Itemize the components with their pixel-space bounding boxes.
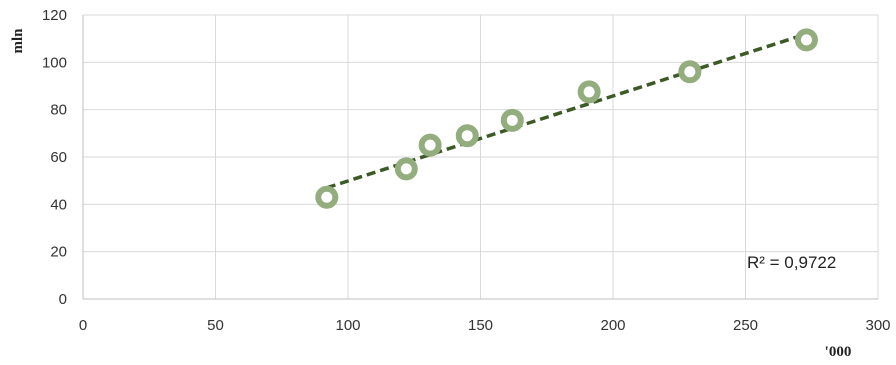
data-point: [394, 157, 418, 181]
r-squared-label: R² = 0,9722: [747, 253, 836, 272]
data-point: [418, 133, 442, 157]
x-tick-label: 50: [207, 317, 224, 334]
x-tick-label: 300: [865, 317, 890, 334]
x-tick-label: 0: [79, 317, 87, 334]
data-point: [455, 124, 479, 148]
y-tick-labels: 0 20 40 60 80 100 120: [42, 7, 67, 308]
data-points: [315, 28, 818, 209]
y-tick-label: 40: [50, 196, 67, 213]
data-point: [315, 185, 339, 209]
y-tick-label: 0: [59, 291, 67, 308]
x-tick-labels: 0 50 100 150 200 250 300: [79, 317, 891, 334]
x-tick-label: 200: [600, 317, 625, 334]
x-axis-title: '000: [825, 344, 852, 360]
y-tick-label: 60: [50, 149, 67, 166]
gridlines: [83, 14, 879, 299]
y-tick-label: 120: [42, 7, 67, 24]
x-tick-label: 150: [468, 317, 493, 334]
axes: [82, 15, 878, 300]
y-axis-title: mln: [10, 28, 26, 54]
x-tick-label: 100: [335, 317, 360, 334]
data-point: [794, 28, 818, 52]
y-tick-label: 100: [42, 54, 67, 71]
x-tick-label: 250: [733, 317, 758, 334]
data-point: [678, 60, 702, 84]
data-point: [577, 80, 601, 104]
data-point: [500, 108, 524, 132]
y-tick-label: 80: [50, 102, 67, 119]
y-tick-label: 20: [50, 244, 67, 261]
